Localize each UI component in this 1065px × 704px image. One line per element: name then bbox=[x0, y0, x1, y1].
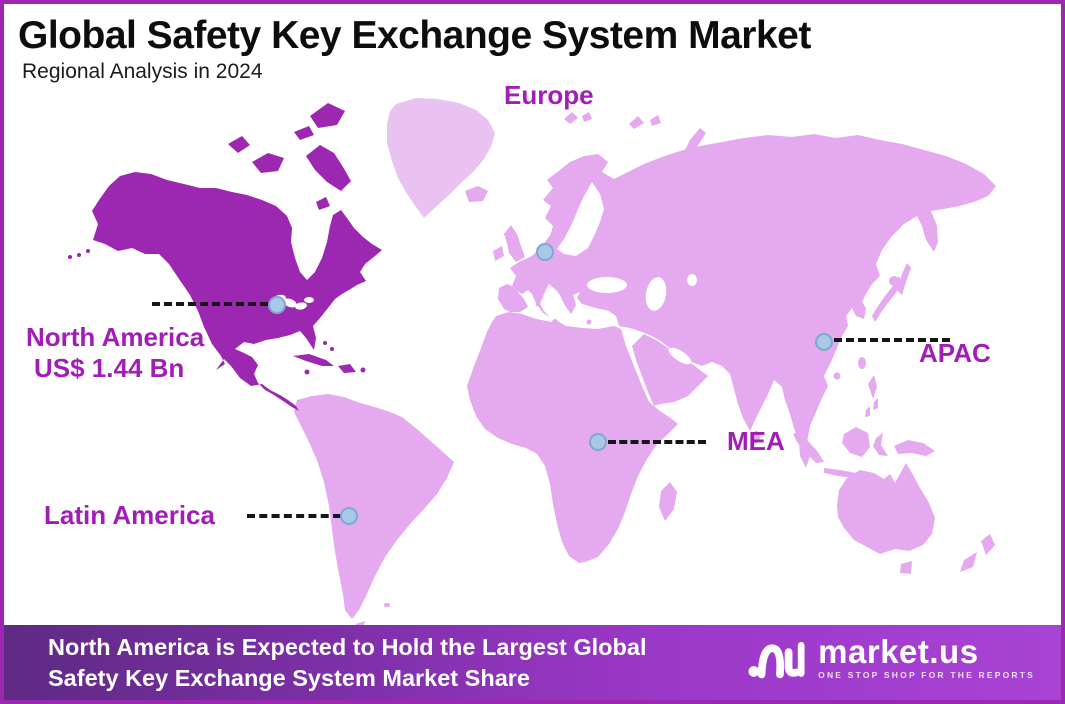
market-us-logo-icon bbox=[748, 642, 805, 679]
brand-tagline: ONE STOP SHOP FOR THE REPORTS bbox=[818, 669, 1035, 680]
connector-mea bbox=[608, 440, 706, 444]
label-europe-text: Europe bbox=[504, 80, 594, 110]
marker-europe bbox=[536, 243, 554, 261]
africa-region bbox=[467, 312, 678, 563]
eurasia-region bbox=[498, 134, 996, 468]
great-lakes bbox=[304, 297, 314, 303]
marker-apac bbox=[815, 333, 833, 351]
persian-gulf bbox=[668, 347, 692, 365]
philippines-islands bbox=[865, 375, 878, 417]
cuba-island bbox=[293, 354, 334, 366]
borneo-island bbox=[842, 427, 870, 457]
footer-headline-line1: North America is Expected to Hold the La… bbox=[48, 634, 647, 660]
connector-north-america bbox=[152, 302, 268, 306]
falklands bbox=[384, 603, 390, 607]
page-subtitle: Regional Analysis in 2024 bbox=[22, 60, 263, 83]
label-apac: APAC bbox=[919, 338, 991, 369]
footer-banner: North America is Expected to Hold the La… bbox=[4, 625, 1061, 700]
bahamas-islands bbox=[330, 347, 334, 351]
svalbard-islands bbox=[564, 112, 661, 129]
baffin-island bbox=[306, 145, 351, 191]
footer-headline-line2: Safety Key Exchange System Market Share bbox=[48, 665, 530, 691]
southampton-island bbox=[316, 197, 330, 210]
arabia-region bbox=[632, 334, 708, 406]
connector-latin-america bbox=[247, 514, 341, 518]
novaya-zemlya-island bbox=[682, 128, 706, 160]
brand-logo: market.us ONE STOP SHOP FOR THE REPORTS bbox=[748, 634, 1035, 680]
great-lakes bbox=[295, 302, 307, 310]
puerto-rico-island bbox=[360, 367, 366, 373]
label-europe: Europe bbox=[504, 80, 594, 111]
crete-island bbox=[586, 319, 592, 325]
madagascar-region bbox=[659, 482, 677, 521]
label-north-america-text: North America bbox=[26, 322, 205, 352]
aral-sea bbox=[687, 274, 697, 286]
taiwan-island bbox=[858, 357, 866, 369]
new-zealand-south bbox=[960, 552, 977, 572]
north-america-region bbox=[92, 172, 382, 411]
hispaniola-island bbox=[338, 364, 356, 373]
label-apac-text: APAC bbox=[919, 338, 991, 368]
page-title: Global Safety Key Exchange System Market bbox=[18, 14, 811, 57]
marker-mea bbox=[589, 433, 607, 451]
greenland-region bbox=[387, 98, 495, 218]
bahamas-islands bbox=[323, 341, 327, 345]
footer-headline: North America is Expected to Hold the La… bbox=[48, 632, 647, 694]
great-lakes bbox=[283, 298, 297, 308]
black-sea bbox=[587, 277, 627, 293]
aleutian-islands bbox=[68, 255, 72, 259]
iceland-island bbox=[465, 186, 488, 202]
aleutian-islands bbox=[77, 253, 81, 257]
sulawesi-island bbox=[873, 433, 888, 456]
australia-region bbox=[837, 463, 935, 554]
marker-north-america bbox=[268, 296, 286, 314]
label-mea: MEA bbox=[727, 426, 785, 457]
aleutian-islands bbox=[86, 249, 90, 253]
brand-name: market.us bbox=[818, 632, 979, 670]
ireland-island bbox=[493, 246, 504, 261]
sicily-island bbox=[552, 319, 558, 325]
tasmania-region bbox=[900, 561, 912, 574]
south-america-region bbox=[294, 394, 454, 619]
caspian-sea bbox=[645, 277, 667, 311]
new-zealand-north bbox=[981, 534, 995, 555]
label-north-america-value: US$ 1.44 Bn bbox=[34, 353, 185, 383]
java-island bbox=[824, 468, 856, 478]
ellesmere-island bbox=[310, 103, 345, 128]
japan-islands bbox=[872, 276, 902, 322]
victoria-island bbox=[252, 153, 284, 173]
marker-latin-america bbox=[340, 507, 358, 525]
banks-island bbox=[228, 136, 250, 153]
label-north-america: North America US$ 1.44 Bn bbox=[26, 322, 204, 384]
world-map bbox=[68, 98, 996, 631]
hainan-island bbox=[833, 372, 841, 380]
connector-apac bbox=[834, 338, 950, 342]
devon-island bbox=[294, 126, 314, 140]
brand-text-block: market.us ONE STOP SHOP FOR THE REPORTS bbox=[818, 635, 1035, 680]
hokkaido-island bbox=[889, 276, 899, 286]
great-britain-island bbox=[504, 225, 525, 262]
jamaica-island bbox=[304, 369, 310, 375]
label-mea-text: MEA bbox=[727, 426, 785, 456]
sakhalin-island bbox=[897, 263, 911, 295]
sri-lanka-island bbox=[752, 431, 760, 443]
label-latin-america: Latin America bbox=[44, 500, 215, 531]
sumatra-island bbox=[793, 432, 824, 463]
label-latin-america-text: Latin America bbox=[44, 500, 215, 530]
new-guinea-region bbox=[894, 440, 935, 456]
corsica-island bbox=[535, 301, 541, 307]
